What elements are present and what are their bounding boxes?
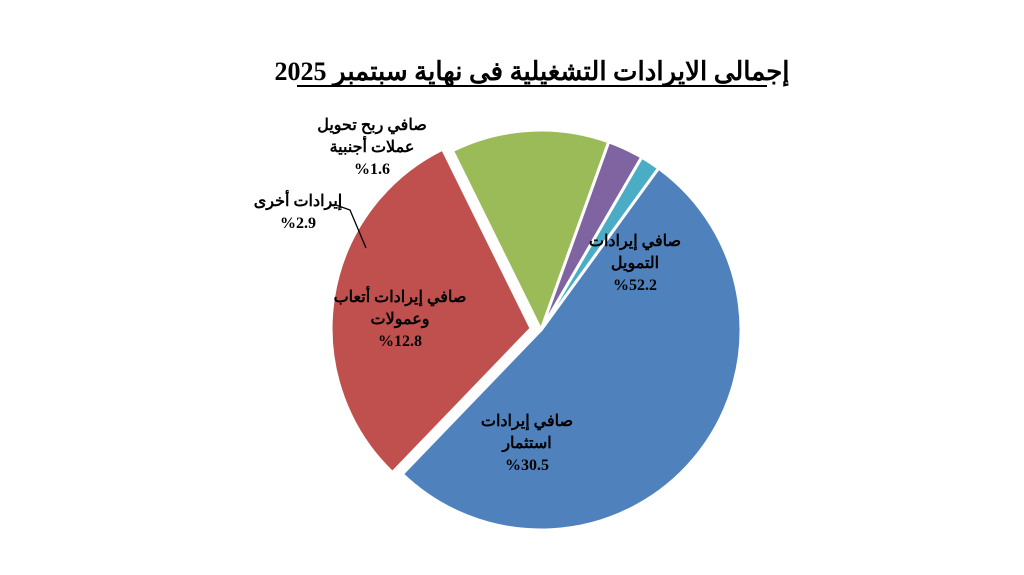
pie-slice-1 (400, 166, 743, 532)
slice-label-2: صافي إيرادات استثمار %30.5 (481, 413, 573, 474)
slice-value-3: %12.8 (378, 333, 422, 350)
leader-line-4 (335, 204, 367, 249)
slice-label-line-2: استثمار (501, 435, 551, 453)
chart-title-group: إجمالى الايرادات التشغيلية فى نهاية سبتم… (274, 57, 790, 87)
pie-slice-3 (450, 128, 611, 332)
slice-label-line-5: عملات أجنبية (330, 135, 415, 156)
slice-label-line-3: وعمولات (371, 311, 430, 329)
slice-value-2: %30.5 (505, 457, 549, 474)
slice-label-line-1: صافي إيرادات (589, 233, 681, 251)
slice-value-5: %1.6 (354, 161, 390, 178)
slice-label-line-3: صافي إيرادات أتعاب (334, 285, 467, 307)
slice-label-3: صافي إيرادات أتعاب وعمولات %12.8 (334, 285, 467, 350)
slice-labels: صافي إيرادات التمويل %52.2 صافي إيرادات استث… (254, 117, 681, 474)
chart-title: إجمالى الايرادات التشغيلية فى نهاية سبتم… (274, 57, 789, 87)
slice-value-1: %52.2 (613, 277, 657, 294)
slice-label-4: إيرادات أخرى %2.9 (254, 189, 343, 232)
slice-label-5: صافي ربح تحويل عملات أجنبية %1.6 (317, 117, 427, 178)
pie-slice-5 (539, 155, 661, 332)
slice-label-line-2: صافي إيرادات (481, 413, 573, 431)
slice-label-1: صافي إيرادات التمويل %52.2 (589, 233, 681, 294)
pie-slices (329, 128, 743, 532)
leader-lines (335, 204, 367, 249)
slice-label-line-4: إيرادات أخرى (254, 189, 343, 211)
slice-label-line-1: التمويل (611, 255, 659, 273)
slice-value-4: %2.9 (280, 215, 316, 232)
pie-slice-2 (329, 147, 533, 475)
slice-label-line-5: صافي ربح تحويل (317, 117, 427, 135)
